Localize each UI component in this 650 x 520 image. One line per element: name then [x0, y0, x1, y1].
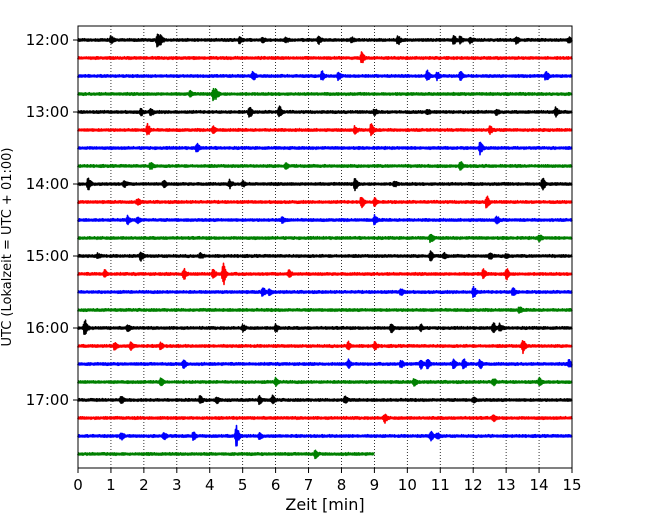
seismogram-trace [77, 250, 573, 262]
seismogram-trace [77, 195, 573, 209]
y-tick-label: 12:00 [26, 31, 69, 49]
x-tick-label: 7 [304, 476, 314, 494]
seismogram-trace [77, 177, 573, 192]
x-tick-label: 1 [106, 476, 116, 494]
seismogram-trace [77, 87, 573, 102]
y-axis-label: UTC (Lokalzeit = UTC + 01:00) [0, 148, 15, 347]
x-tick-label: 9 [370, 476, 380, 494]
x-tick-label: 14 [530, 476, 549, 494]
seismogram-trace [77, 214, 573, 226]
x-tick-label: 15 [562, 476, 581, 494]
x-tick-label: 3 [172, 476, 182, 494]
seismogram-trace [77, 262, 573, 286]
x-tick-label: 0 [73, 476, 83, 494]
seismogram-trace [77, 424, 573, 447]
seismogram-trace [77, 51, 573, 64]
seismogram-trace [77, 33, 573, 48]
x-tick-label: 10 [398, 476, 417, 494]
x-tick-label: 13 [497, 476, 516, 494]
seismogram-trace [77, 233, 573, 244]
x-tick-label: 5 [238, 476, 248, 494]
x-axis-ticks: 0 1 2 3 4 5 6 7 8 9 10 11 12 13 14 15 [73, 468, 582, 494]
x-tick-label: 2 [139, 476, 149, 494]
x-axis-label: Zeit [min] [285, 495, 364, 514]
y-axis-ticks: 12:00 13:00 14:00 15:00 16:00 17:00 [26, 31, 78, 409]
x-tick-label: 12 [464, 476, 483, 494]
seismogram-trace [77, 449, 375, 460]
y-tick-label: 13:00 [26, 103, 69, 121]
x-tick-label: 8 [337, 476, 347, 494]
seismogram-trace [77, 285, 573, 299]
y-tick-label: 14:00 [26, 175, 69, 193]
x-tick-label: 4 [205, 476, 215, 494]
seismogram-trace [77, 413, 573, 424]
seismogram-trace [77, 141, 573, 156]
seismogram-trace [77, 105, 573, 118]
seismogram-trace [77, 376, 573, 387]
seismogram-trace [77, 161, 573, 171]
y-tick-label: 17:00 [26, 391, 69, 409]
plot-frame [77, 25, 573, 469]
seismogram-trace [77, 340, 573, 355]
y-tick-label: 16:00 [26, 319, 69, 337]
seismogram-trace [77, 394, 573, 406]
x-tick-label: 6 [271, 476, 281, 494]
x-tick-label: 11 [431, 476, 450, 494]
seismogram-trace [77, 306, 573, 314]
trace-group [77, 33, 573, 460]
y-tick-label: 15:00 [26, 247, 69, 265]
seismogram-trace [77, 319, 573, 336]
seismogram-trace [77, 122, 573, 137]
seismogram-trace [77, 69, 573, 82]
seismogram-trace [77, 358, 573, 370]
